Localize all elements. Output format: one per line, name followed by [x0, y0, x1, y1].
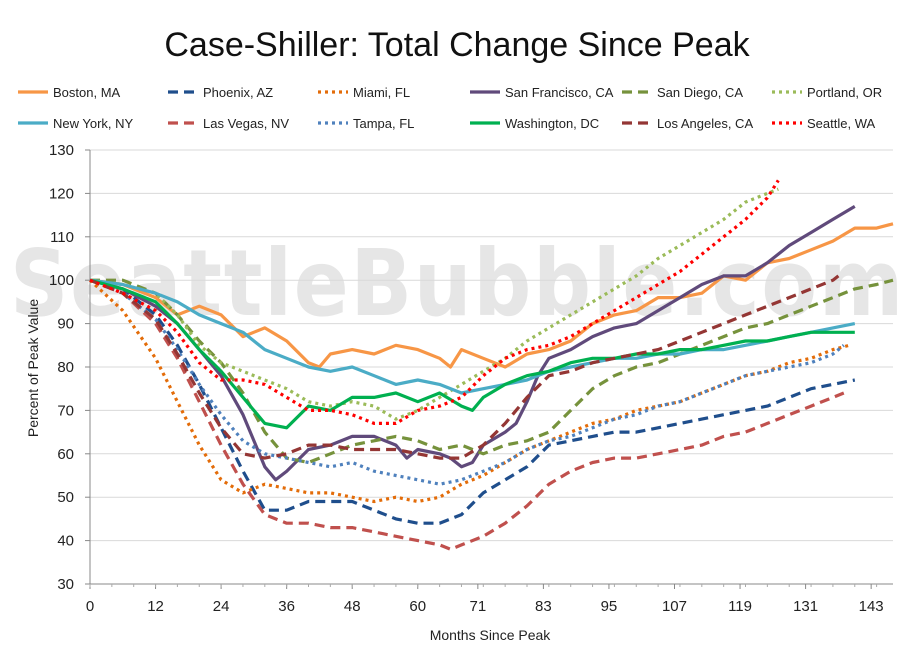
series-line-new-york-ny	[89, 278, 856, 395]
y-tick-label-10: 130	[49, 142, 74, 159]
x-tick-label-10: 119	[728, 598, 752, 615]
legend-label-phoenix-az: Phoenix, AZ	[203, 85, 273, 100]
x-axis-label: Months Since Peak	[430, 627, 552, 643]
x-tick-label-4: 48	[344, 598, 361, 615]
series-line-tampa-fl	[89, 278, 845, 486]
legend-label-san-francisco-ca: San Francisco, CA	[505, 85, 614, 100]
legend-label-portland-or: Portland, OR	[807, 85, 882, 100]
x-tick-label-3: 36	[278, 598, 295, 615]
grid	[90, 149, 893, 585]
x-tick-label-8: 95	[601, 598, 618, 615]
legend-label-washington-dc: Washington, DC	[505, 116, 599, 131]
legend-label-seattle-wa: Seattle, WA	[807, 116, 875, 131]
series-line-portland-or	[89, 187, 779, 421]
y-tick-label-6: 90	[57, 316, 74, 333]
series-line-san-diego-ca	[90, 278, 894, 465]
chart-title: Case-Shiller: Total Change Since Peak	[164, 26, 750, 64]
x-tick-label-7: 83	[535, 598, 552, 615]
y-tick-label-4: 70	[57, 402, 74, 419]
series-line-las-vegas-nv	[89, 278, 845, 551]
axes: 30 40 50 60 70 80 90 100 110 120 130 0 12 24 36 48 60 71 8…	[49, 142, 893, 615]
series-line-san-francisco-ca	[89, 205, 856, 482]
legend-label-las-vegas-nv: Las Vegas, NV	[203, 116, 289, 131]
y-tick-label-3: 60	[57, 446, 74, 463]
y-tick-label-0: 30	[57, 576, 74, 593]
y-axis-label: Percent of Peak Value	[25, 299, 41, 437]
x-tick-label-12: 143	[859, 598, 884, 615]
y-tick-label-8: 110	[50, 229, 74, 246]
y-tick-label-1: 40	[57, 533, 74, 550]
series-line-washington-dc	[89, 278, 855, 430]
x-tick-label-2: 24	[213, 598, 230, 615]
legend-label-boston-ma: Boston, MA	[53, 85, 121, 100]
y-tick-label-2: 50	[57, 489, 74, 506]
legend-label-tampa-fl: Tampa, FL	[353, 116, 414, 131]
y-tick-label-9: 120	[49, 185, 74, 202]
legend-label-san-diego-ca: San Diego, CA	[657, 85, 743, 100]
series-line-phoenix-az	[89, 278, 856, 525]
legend-label-miami-fl: Miami, FL	[353, 85, 410, 100]
x-tick-label-0: 0	[86, 598, 94, 615]
x-tick-label-11: 131	[793, 598, 818, 615]
y-tick-label-5: 80	[57, 359, 74, 376]
legend: Boston, MA Phoenix, AZ Miami, FL San Franci…	[18, 85, 882, 131]
legend-label-new-york-ny: New York, NY	[53, 116, 134, 131]
y-tick-label-7: 100	[49, 272, 74, 289]
x-tick-label-9: 107	[662, 598, 687, 615]
legend-label-los-angeles-ca: Los Angeles, CA	[657, 116, 753, 131]
x-tick-label-5: 60	[409, 598, 426, 615]
x-tick-label-6: 71	[469, 598, 486, 615]
x-tick-label-1: 12	[147, 598, 164, 615]
series-layer	[88, 179, 894, 551]
series-line-los-angeles-ca	[89, 274, 840, 460]
